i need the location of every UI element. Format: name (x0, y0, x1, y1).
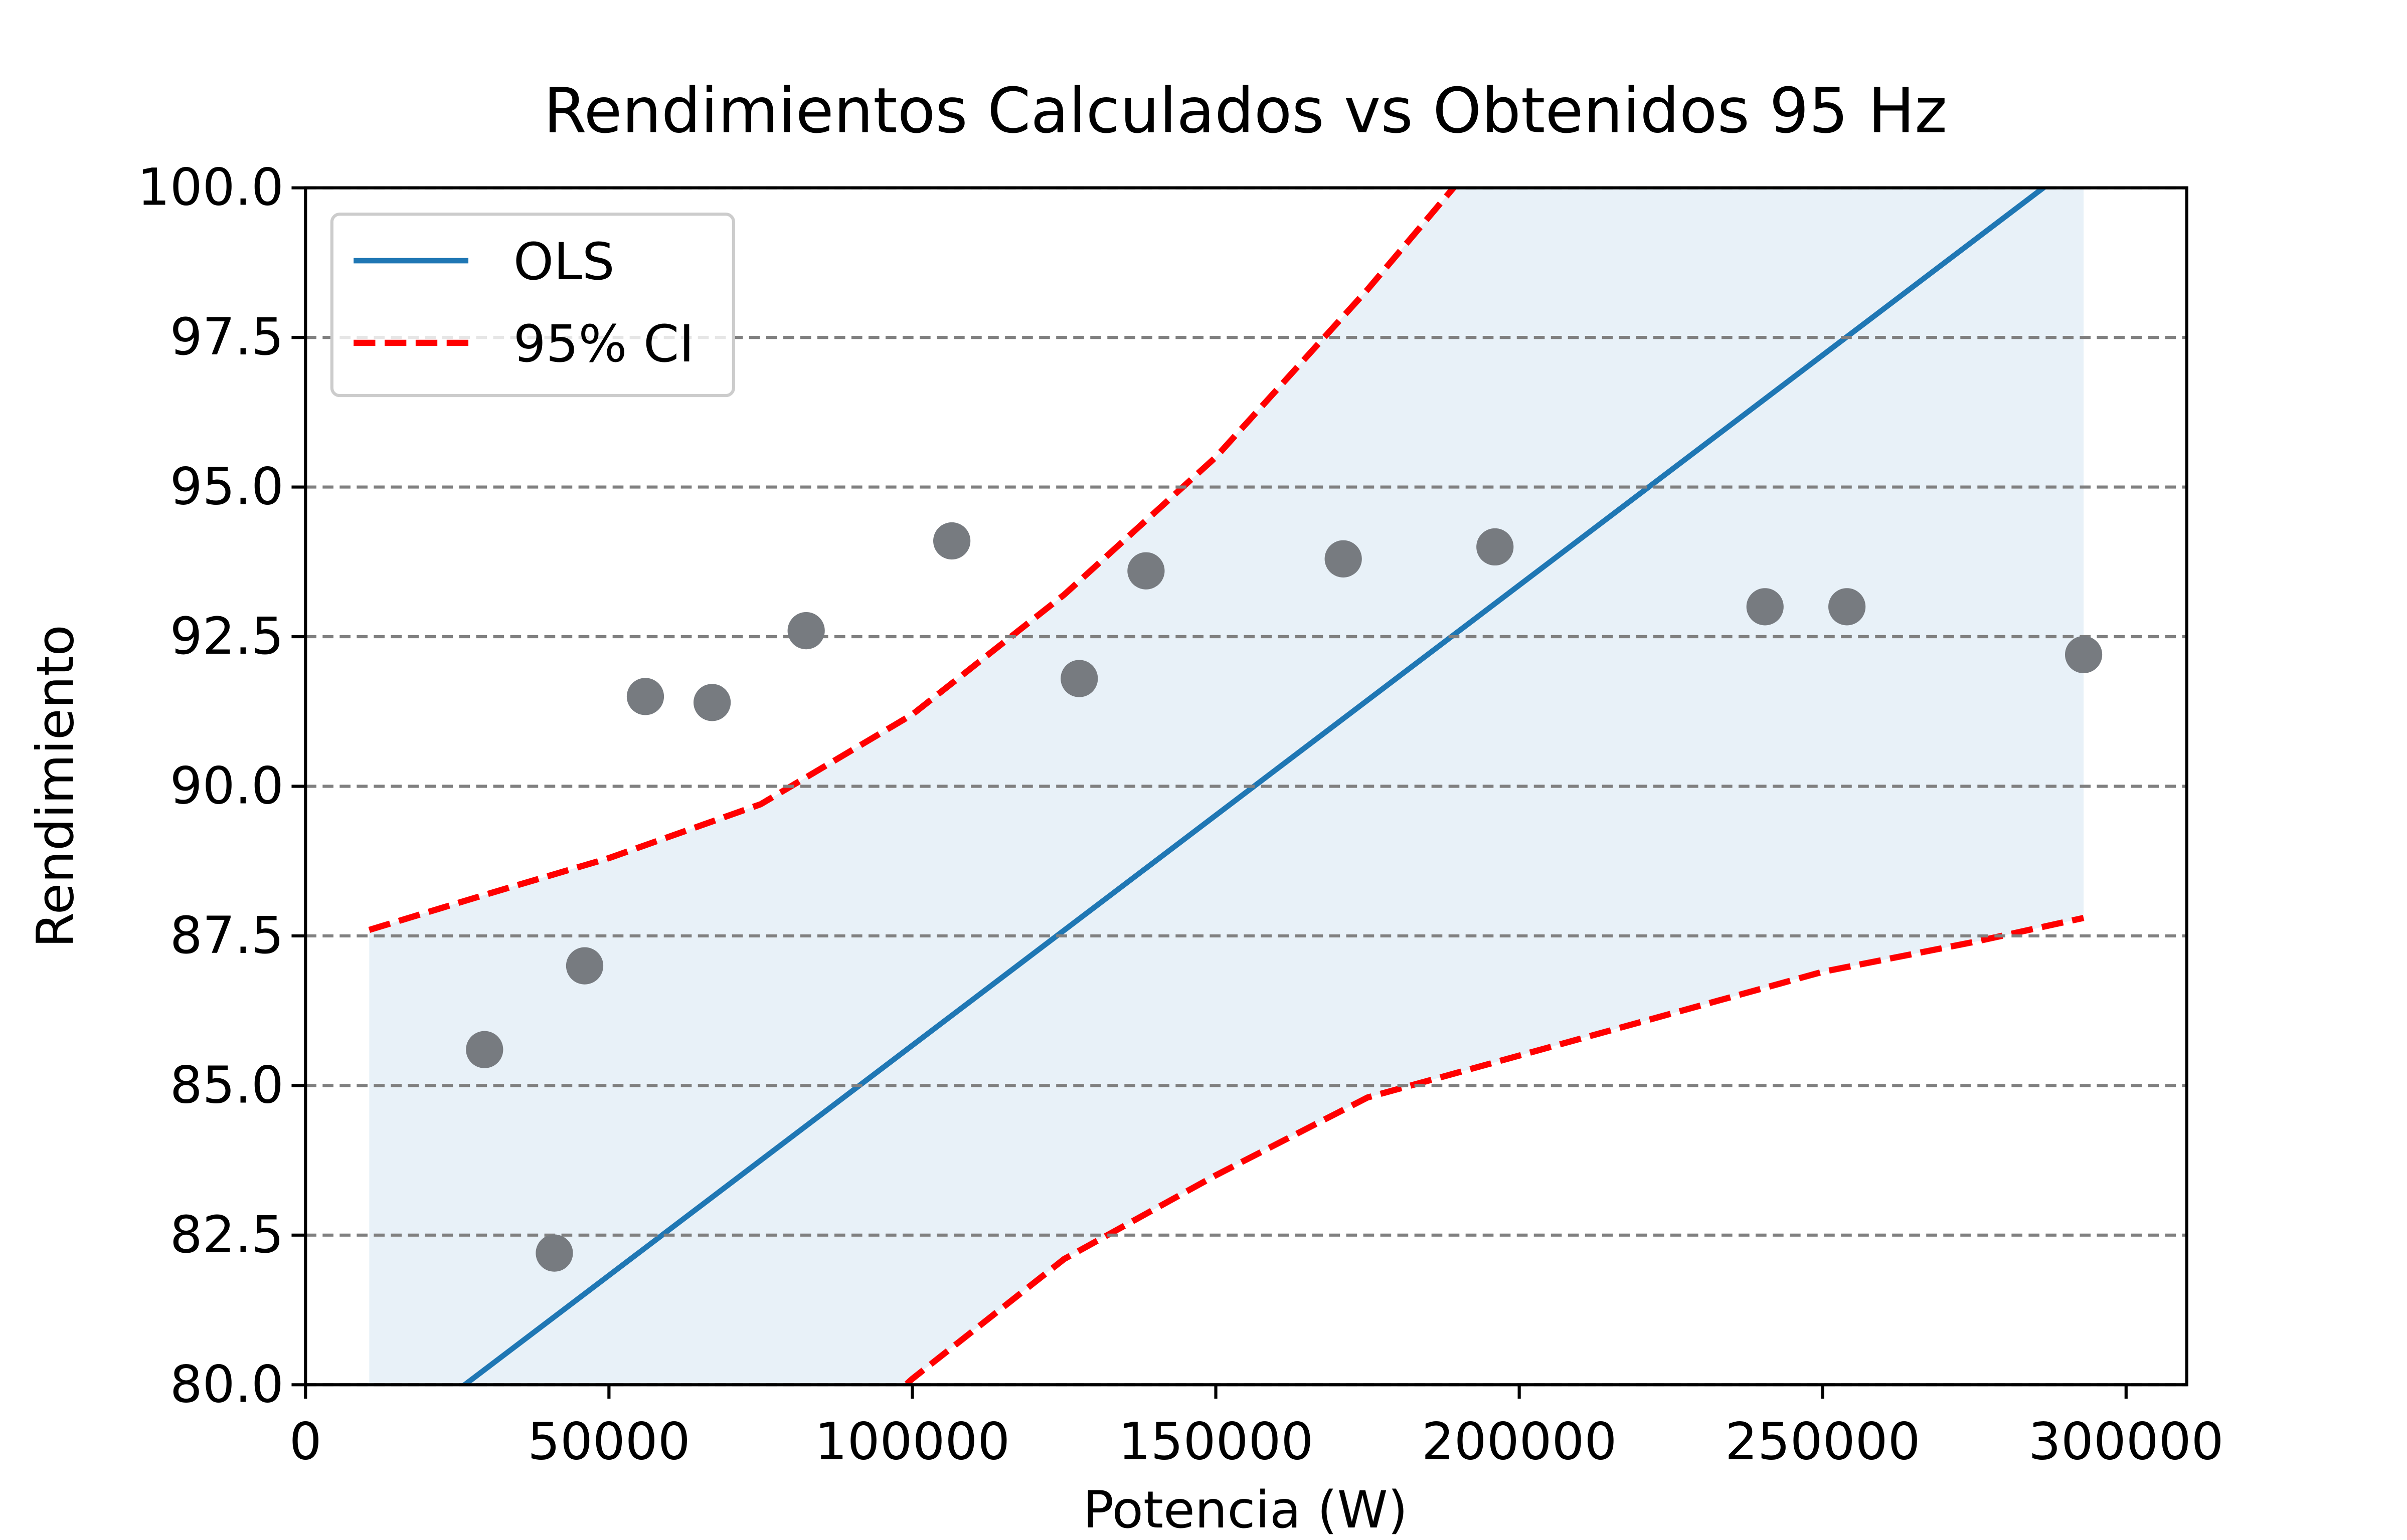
x-tick-label: 250000 (1725, 1412, 1921, 1472)
data-point (693, 684, 731, 721)
data-point (1828, 588, 1866, 626)
legend-label: 95% CI (513, 314, 695, 374)
data-point (626, 678, 664, 715)
y-tick-label: 100.0 (137, 158, 284, 218)
x-tick-label: 200000 (1422, 1412, 1617, 1472)
chart-title: Rendimientos Calculados vs Obtenidos 95 … (544, 75, 1947, 147)
y-tick-label: 85.0 (170, 1055, 284, 1115)
x-tick-label: 100000 (815, 1412, 1010, 1472)
data-point (787, 612, 825, 650)
ci-lower-line (901, 915, 2085, 1385)
marks (466, 522, 2103, 1272)
x-tick-label: 50000 (528, 1412, 691, 1472)
x-axis-label: Potencia (W) (1083, 1480, 1408, 1540)
data-point (1746, 588, 1784, 626)
ci-upper-line (368, 187, 1458, 933)
data-point (1127, 552, 1165, 590)
data-point (466, 1031, 503, 1068)
data-point (2065, 636, 2103, 673)
legend-label: OLS (513, 232, 615, 292)
y-tick-label: 90.0 (170, 756, 284, 816)
data-point (536, 1234, 573, 1272)
data-point (1476, 528, 1514, 566)
x-tick-label: 0 (289, 1412, 322, 1472)
y-tick-label: 87.5 (170, 906, 284, 966)
x-tick-label: 150000 (1118, 1412, 1314, 1472)
y-tick-label: 92.5 (170, 607, 284, 666)
y-axis-label: Rendimiento (26, 625, 85, 948)
ticks: 80.0 82.5 85.0 87.5 90.0 92.5 95.0 97.5 100.0 0 50… (137, 158, 2224, 1472)
data-point (933, 522, 971, 560)
y-tick-label: 80.0 (170, 1355, 284, 1414)
data-point (1061, 660, 1098, 697)
y-tick-label: 95.0 (170, 457, 284, 517)
legend: OLS 95% CI (330, 213, 735, 398)
data-point (1324, 540, 1362, 578)
ols-line (460, 187, 2048, 1385)
y-tick-label: 97.5 (170, 307, 284, 367)
data-point (566, 947, 604, 985)
x-tick-label: 300000 (2028, 1412, 2224, 1472)
y-tick-label: 82.5 (170, 1205, 284, 1265)
